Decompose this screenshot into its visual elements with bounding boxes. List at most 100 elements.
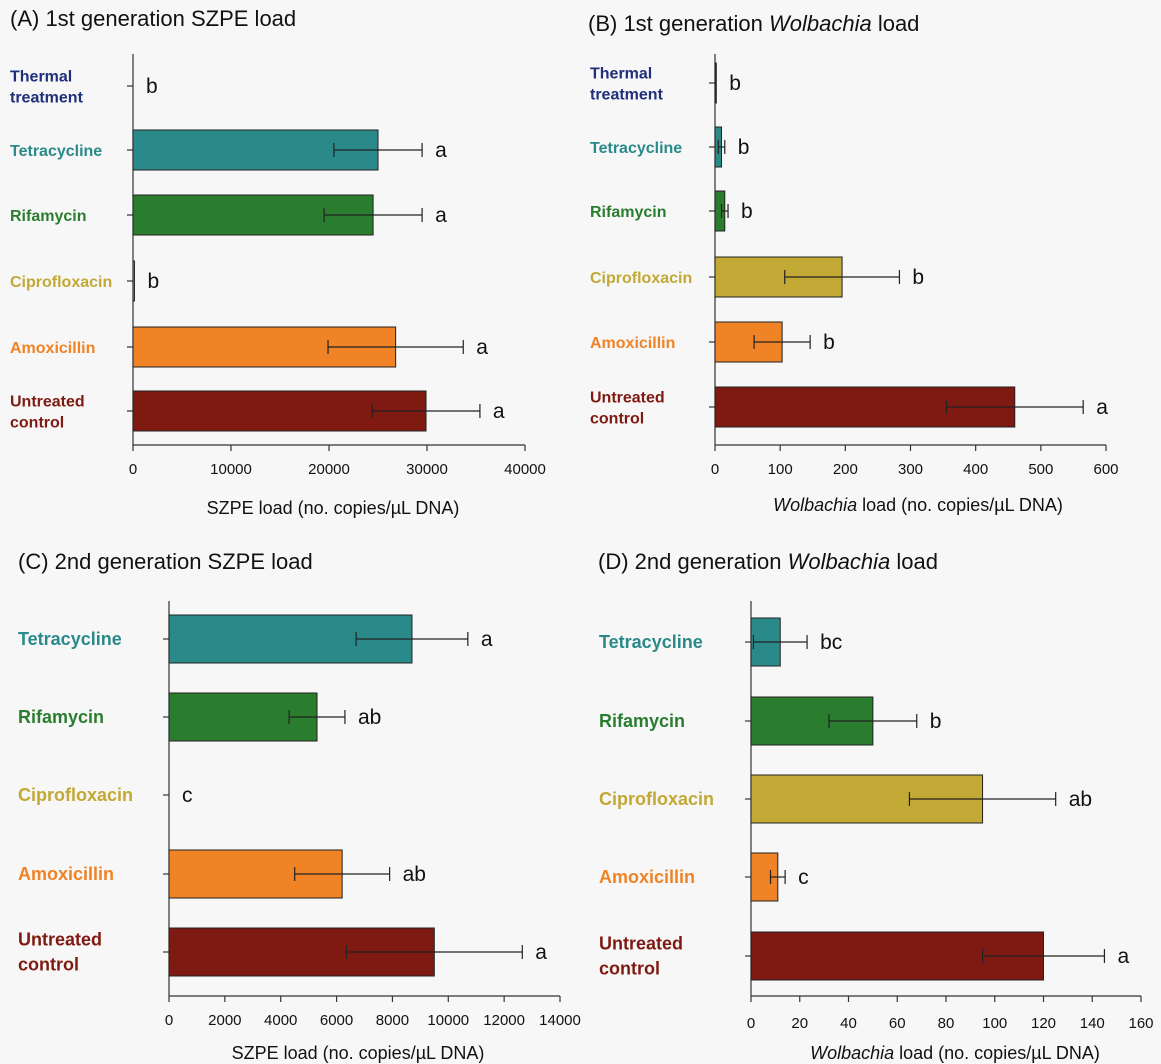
x-tick-label: 0 [165,1012,173,1029]
x-tick-label: 0 [747,1015,755,1032]
panel-a-plot: 0 10000 20000 30000 40000 Thermal treatment b Te… [10,54,546,518]
category-label-line: Untreated [18,930,102,950]
category-label-line: Ciprofloxacin [18,785,133,805]
category-label-line: Ciprofloxacin [10,274,112,291]
x-tick-label: 500 [1028,461,1053,478]
x-tick-label: 10000 [210,461,252,478]
text-span: Wolbachia [788,549,891,574]
significance-label: ab [358,706,381,729]
x-tick-label: 300 [898,461,923,478]
panel-a: (A) 1st generation SZPE load 0 10000 20000… [10,6,546,518]
x-tick-label: 80 [938,1015,955,1032]
x-axis-label: SZPE load (no. copies/µL DNA) [207,498,460,518]
category-label-line: control [18,955,79,975]
panel-c-plot: 0 2000 4000 6000 8000 10000 12000 14000 Tetracyc… [18,601,581,1063]
x-tick-label: 40000 [504,461,546,478]
significance-label: b [930,710,942,733]
category-label: Amoxicillin [590,335,675,352]
x-tick-label: 200 [833,461,858,478]
category-label-line: Rifamycin [599,711,685,731]
text-span: SZPE load (no. copies/µL DNA) [207,498,460,518]
significance-label: a [1096,396,1108,419]
x-tick-label: 12000 [483,1012,525,1029]
category-label-line: Rifamycin [18,707,104,727]
significance-label: a [481,628,493,651]
category-label: Amoxicillin [18,864,114,884]
category-label-line: Ciprofloxacin [599,789,714,809]
category-label-line: Rifamycin [590,204,666,221]
significance-label: bc [820,631,842,654]
category-label-line: Amoxicillin [10,340,95,357]
category-label-line: Tetracycline [599,632,703,652]
category-label: Ciprofloxacin [18,785,133,805]
category-label-line: Thermal [10,69,72,86]
category-label: Untreated control [10,394,85,432]
category-label: Thermal treatment [590,66,664,104]
significance-label: b [729,72,741,95]
significance-label: a [435,139,447,162]
significance-label: ab [1069,788,1092,811]
category-label-line: control [590,411,644,428]
category-label: Ciprofloxacin [10,274,112,291]
text-span: load [890,549,938,574]
category-label: Ciprofloxacin [599,789,714,809]
category-label-line: Amoxicillin [18,864,114,884]
category-label-line: control [10,415,64,432]
significance-label: b [738,136,750,159]
x-axis-label: Wolbachia load (no. copies/µL DNA) [810,1043,1100,1063]
category-label-line: Amoxicillin [599,867,695,887]
significance-label: b [146,75,158,98]
x-tick-label: 14000 [539,1012,581,1029]
category-label: Tetracycline [18,629,122,649]
significance-label: c [798,866,809,889]
x-tick-label: 100 [982,1015,1007,1032]
panel-c-title: (C) 2nd generation SZPE load [18,549,313,574]
x-tick-label: 8000 [376,1012,409,1029]
significance-label: b [147,270,159,293]
text-span: load (no. copies/µL DNA) [857,495,1063,515]
category-label-line: Rifamycin [10,208,86,225]
significance-label: ab [403,863,426,886]
category-label: Tetracycline [599,632,703,652]
bar [132,260,135,302]
x-axis-label: SZPE load (no. copies/µL DNA) [232,1043,485,1063]
panel-d-title: (D) 2nd generation Wolbachia load [598,549,938,574]
category-label-line: Tetracycline [18,629,122,649]
x-tick-label: 20000 [308,461,350,478]
x-tick-label: 20 [791,1015,808,1032]
category-label: Rifamycin [590,204,666,221]
category-label-line: Thermal [590,66,652,83]
significance-label: a [435,204,447,227]
significance-label: b [912,266,924,289]
x-tick-label: 30000 [406,461,448,478]
x-tick-label: 160 [1128,1015,1153,1032]
panel-b-title: (B) 1st generation Wolbachia load [588,11,919,36]
text-span: SZPE load (no. copies/µL DNA) [232,1043,485,1063]
significance-label: a [476,336,488,359]
category-label: Rifamycin [18,707,104,727]
category-label-line: Untreated [10,394,85,411]
category-label: Tetracycline [590,140,682,157]
significance-label: a [535,941,547,964]
category-label-line: treatment [590,87,664,104]
category-label-line: Tetracycline [10,143,102,160]
bar [714,62,717,104]
category-label-line: Tetracycline [590,140,682,157]
category-label: Tetracycline [10,143,102,160]
text-span: load (no. copies/µL DNA) [894,1043,1100,1063]
category-label-line: Untreated [590,390,665,407]
significance-label: a [1117,945,1129,968]
x-tick-label: 600 [1093,461,1118,478]
significance-label: b [741,200,753,223]
panel-c: (C) 2nd generation SZPE load 0 2000 4000 60… [18,549,581,1063]
category-label-line: Amoxicillin [590,335,675,352]
category-label-line: treatment [10,90,84,107]
x-tick-label: 6000 [320,1012,353,1029]
text-span: (B) 1st generation [588,11,769,36]
x-tick-label: 10000 [427,1012,469,1029]
significance-label: c [182,784,193,807]
text-span: Wolbachia [773,495,857,515]
text-span: load [872,11,920,36]
text-span: Wolbachia [810,1043,894,1063]
